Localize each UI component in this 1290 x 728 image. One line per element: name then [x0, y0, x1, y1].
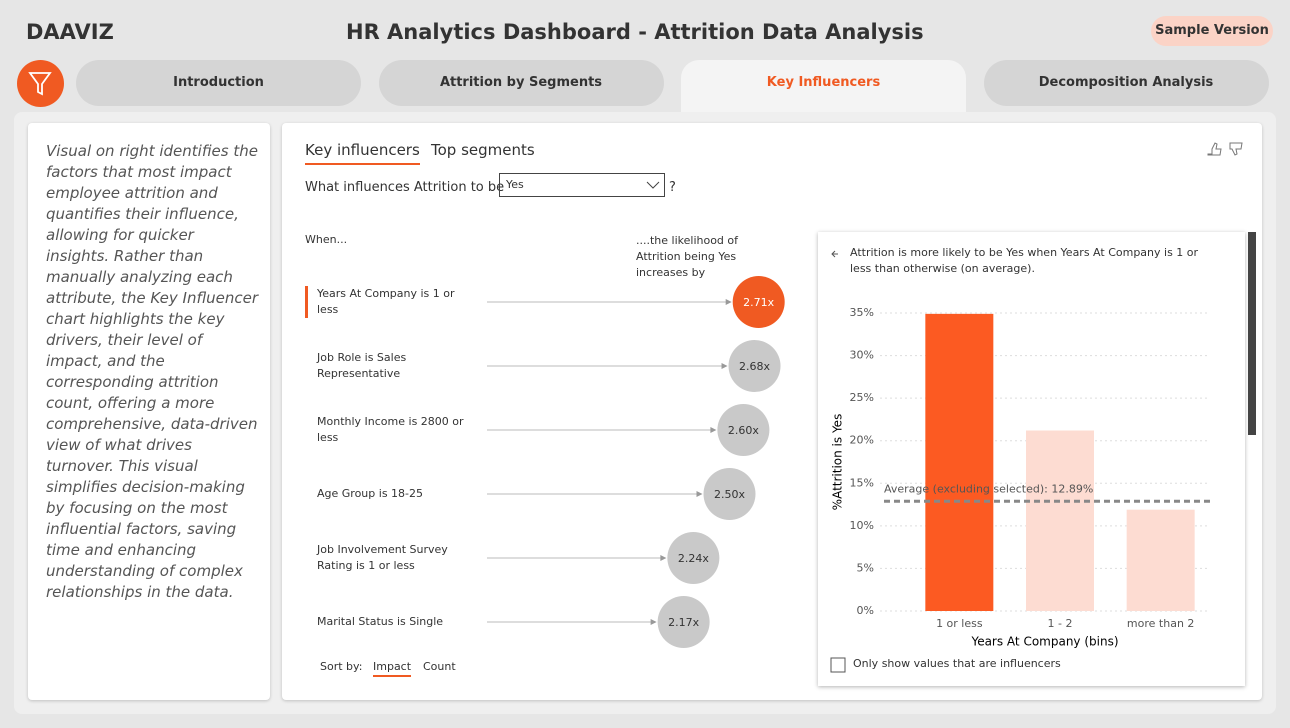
- left-panel: [28, 123, 270, 700]
- selected-marker: [305, 286, 308, 318]
- chart-description: Attrition is more likely to be Yes when …: [850, 246, 1199, 275]
- influencer-bubble: [728, 340, 781, 392]
- influencer-label[interactable]: Job Role is Sales Representative: [317, 351, 407, 380]
- y-tick-label: 30%: [850, 349, 874, 362]
- nav-tab[interactable]: Decomposition Analysis: [983, 60, 1269, 106]
- thumbs-down[interactable]: [1229, 142, 1243, 156]
- back-arrow[interactable]: [831, 250, 838, 258]
- influencer-bubble: [732, 276, 785, 328]
- nav-tab[interactable]: Introduction: [76, 60, 361, 106]
- checkbox-label: Only show values that are influencers: [853, 657, 1061, 670]
- brand: DAAVIZ: [26, 20, 114, 44]
- visual-tab[interactable]: Key influencers: [305, 141, 420, 165]
- description: Visual on right identifies the factors t…: [46, 142, 259, 601]
- nav-tab[interactable]: Key Influencers: [681, 60, 966, 112]
- likelihood-header: ....the likelihood of Attrition being Ye…: [636, 234, 739, 279]
- y-axis-label: %Attrition is Yes: [831, 414, 845, 511]
- influencer-label[interactable]: Marital Status is Single: [317, 615, 444, 628]
- dropdown-chevron: [646, 181, 660, 189]
- bubble-label: 2.71x: [743, 296, 774, 309]
- y-tick-label: 15%: [850, 476, 874, 489]
- y-tick-label: 35%: [850, 306, 874, 319]
- arrow-head: [696, 491, 703, 497]
- sort-by: Sort by:: [320, 660, 363, 673]
- bubble-label: 2.60x: [728, 424, 759, 437]
- y-tick-label: 25%: [850, 391, 874, 404]
- dropdown-value: Yes: [506, 178, 524, 191]
- sort-option[interactable]: Count: [423, 660, 456, 673]
- x-tick-label: 1 - 2: [1048, 617, 1073, 630]
- arrow-head: [660, 555, 667, 561]
- filter-button[interactable]: [17, 60, 64, 107]
- y-tick-label: 10%: [850, 519, 874, 532]
- influencer-bubble: [667, 532, 720, 584]
- arrow-head: [725, 299, 732, 305]
- x-axis-label: Years At Company (bins): [970, 635, 1118, 649]
- influencer-bubble: [703, 468, 756, 520]
- thumbs-up[interactable]: [1207, 142, 1222, 156]
- filter-icon: [28, 72, 52, 96]
- visual-tab[interactable]: Top segments: [431, 141, 535, 159]
- arrow-head: [650, 619, 657, 625]
- nav-tab[interactable]: Attrition by Segments: [378, 60, 664, 106]
- question: What influences Attrition to be: [305, 180, 505, 195]
- badge[interactable]: Sample Version: [1151, 16, 1273, 46]
- bubble-label: 2.24x: [678, 552, 709, 565]
- x-tick-label: more than 2: [1127, 617, 1194, 630]
- influencer-label[interactable]: Age Group is 18-25: [317, 487, 424, 500]
- question-mark: ?: [669, 180, 676, 195]
- y-tick-label: 0%: [857, 604, 874, 617]
- bubble-label: 2.50x: [714, 488, 745, 501]
- scrollbar[interactable]: [1248, 232, 1256, 435]
- page-title: HR Analytics Dashboard - Attrition Data …: [346, 20, 924, 44]
- sort-option[interactable]: Impact: [373, 660, 412, 677]
- bar: [925, 313, 994, 611]
- bubble-label: 2.17x: [668, 616, 699, 629]
- x-tick-label: 1 or less: [936, 617, 983, 630]
- bar: [1026, 430, 1094, 611]
- influencer-bubble: [657, 596, 710, 648]
- bar: [1126, 509, 1195, 611]
- y-tick-label: 5%: [857, 561, 874, 574]
- checkbox[interactable]: [830, 657, 846, 673]
- influencer-label[interactable]: Monthly Income is 2800 or less: [317, 415, 464, 444]
- bubble-label: 2.68x: [739, 360, 770, 373]
- influencer-bubble: [717, 404, 770, 456]
- arrow-head: [721, 363, 728, 369]
- y-tick-label: 20%: [850, 434, 874, 447]
- arrow-head: [710, 427, 717, 433]
- influencer-label[interactable]: Years At Company is 1 or less: [317, 287, 455, 316]
- dropdown[interactable]: Yes: [499, 173, 665, 197]
- reference-label: Average (excluding selected): 12.89%: [884, 482, 1093, 495]
- when-header: When...: [305, 233, 348, 246]
- influencer-label[interactable]: Job Involvement Survey Rating is 1 or le…: [317, 543, 448, 572]
